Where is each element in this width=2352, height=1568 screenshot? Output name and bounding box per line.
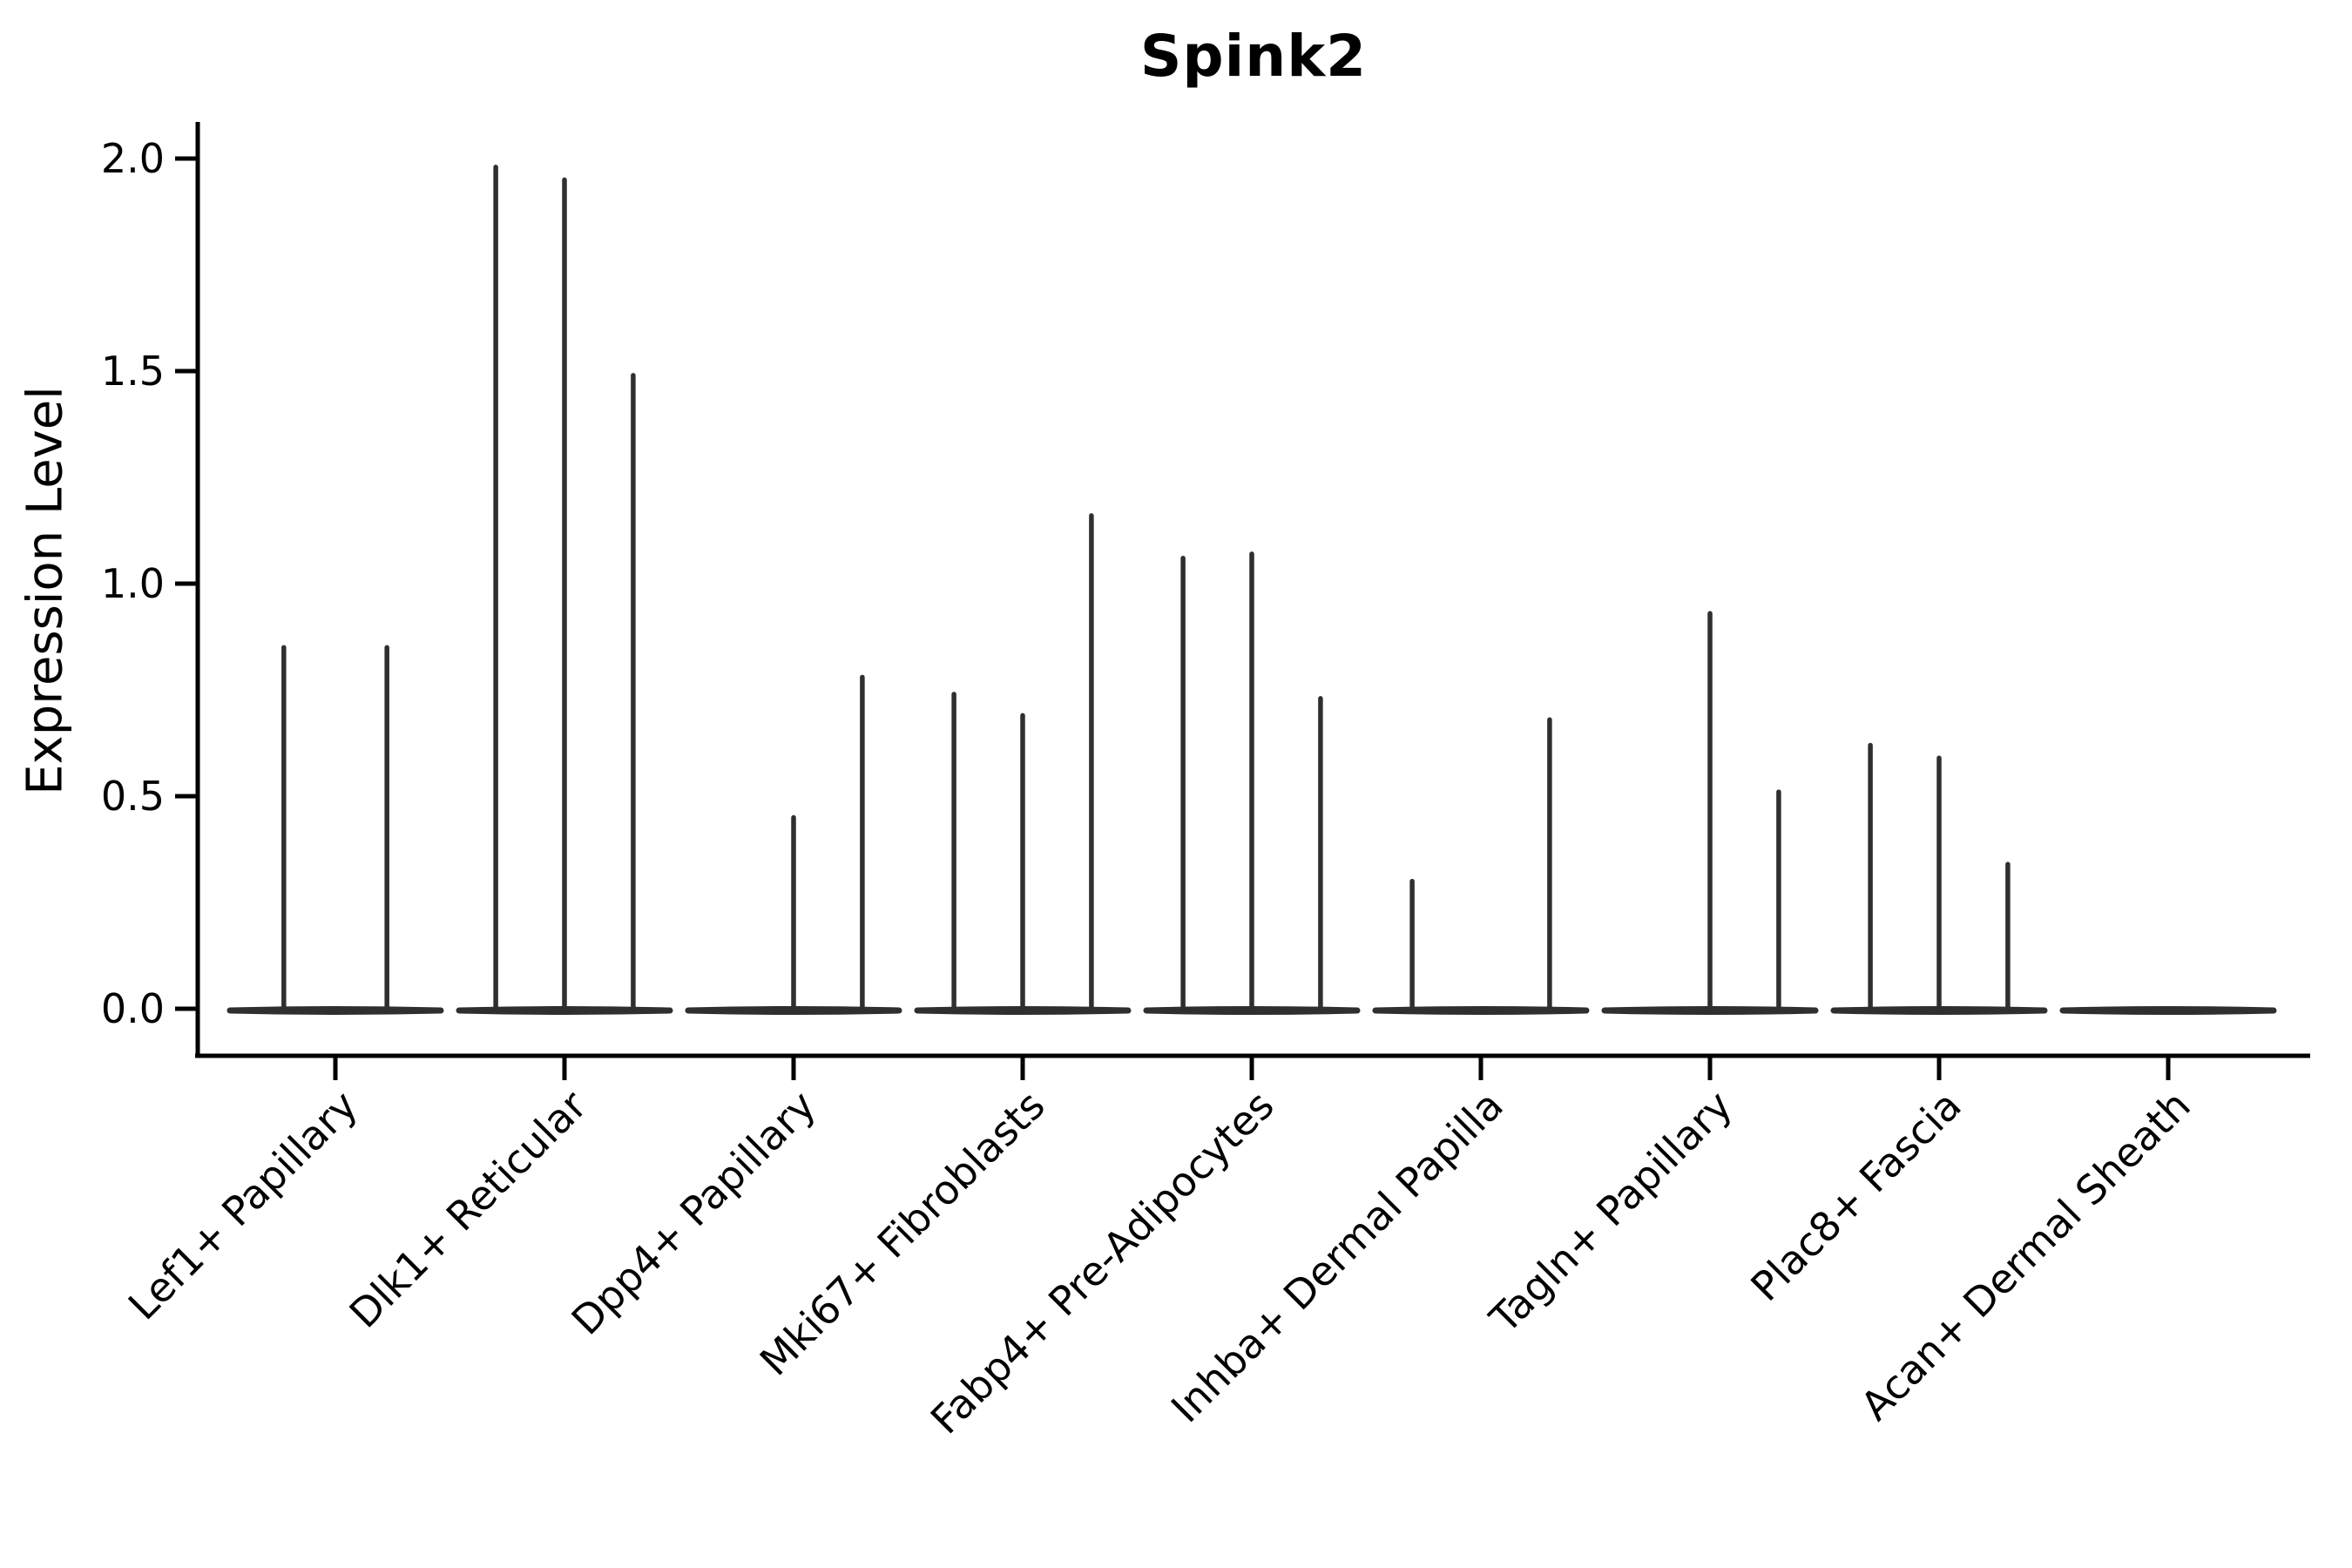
y-tick-label: 1.5 bbox=[101, 348, 165, 395]
x-tick-label: Dpp4+ Papillary bbox=[563, 1082, 825, 1344]
violin-baseline bbox=[1372, 1006, 1590, 1015]
x-tick-label: Dlk1+ Reticular bbox=[341, 1082, 596, 1337]
y-tick-label: 2.0 bbox=[101, 135, 165, 182]
violin-baseline bbox=[2059, 1006, 2277, 1015]
x-tick-label: Lef1+ Papillary bbox=[119, 1082, 367, 1329]
x-tick-label: Plac8+ Fascia bbox=[1741, 1082, 1970, 1310]
y-tick-label: 0.5 bbox=[101, 773, 165, 820]
chart-title: Spink2 bbox=[1139, 23, 1368, 90]
violin-baseline bbox=[226, 1006, 444, 1015]
y-tick-label: 0.0 bbox=[101, 985, 165, 1032]
x-tick-label: Tagln+ Papillary bbox=[1480, 1082, 1741, 1343]
y-tick-label: 1.0 bbox=[101, 560, 165, 607]
